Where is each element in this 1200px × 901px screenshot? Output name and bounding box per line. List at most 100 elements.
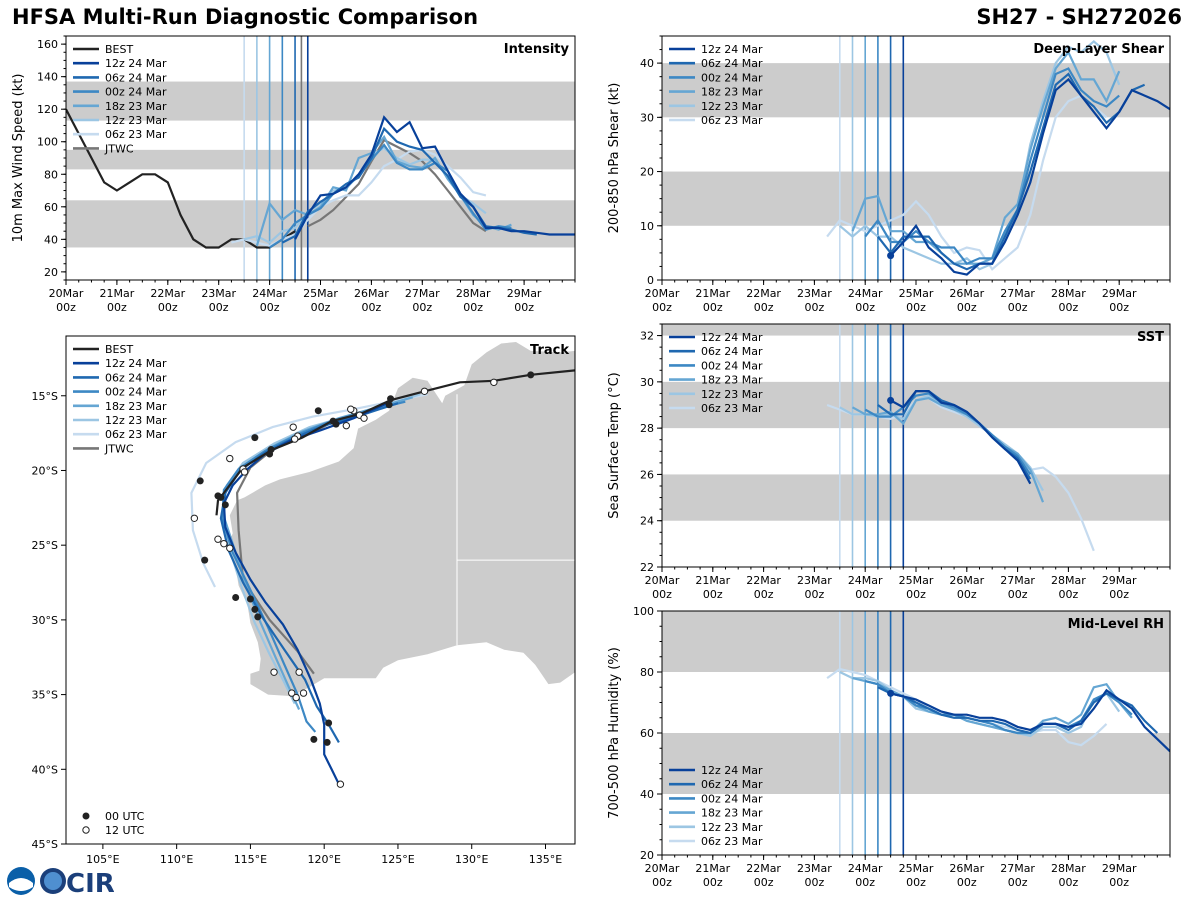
x-tick-label: 29Mar xyxy=(1102,574,1137,587)
x-tick-sublabel: 00z xyxy=(855,876,875,889)
x-tick-sublabel: 00z xyxy=(703,301,723,314)
y-tick-label: 45°S xyxy=(32,838,58,851)
legend-label: 12z 23 Mar xyxy=(105,114,167,127)
point-00utc xyxy=(251,434,259,442)
point-00utc xyxy=(251,605,259,613)
y-tick-label: 22 xyxy=(640,561,654,574)
x-tick-label: 125°E xyxy=(381,853,414,866)
series-line xyxy=(294,115,575,240)
legend-label: 06z 23 Mar xyxy=(701,835,763,848)
panel-title: Deep-Layer Shear xyxy=(1033,42,1164,57)
x-tick-sublabel: 00z xyxy=(514,301,534,314)
series-start-point xyxy=(887,689,895,697)
y-axis-label: 10m Max Wind Speed (kt) xyxy=(11,74,26,243)
x-tick-sublabel: 00z xyxy=(906,301,926,314)
x-tick-sublabel: 00z xyxy=(855,588,875,601)
x-tick-label: 29Mar xyxy=(507,287,542,300)
point-12utc xyxy=(240,468,249,476)
y-tick-label: 10 xyxy=(640,220,654,233)
x-tick-sublabel: 00z xyxy=(311,301,331,314)
y-tick-label: 20 xyxy=(640,849,654,862)
legend-label: 12z 24 Mar xyxy=(105,357,167,370)
legend-label: 12z 24 Mar xyxy=(701,764,763,777)
point-00utc xyxy=(323,738,331,746)
x-tick-label: 20Mar xyxy=(49,287,84,300)
y-tick-label: 25°S xyxy=(32,539,58,552)
x-tick-label: 28Mar xyxy=(1051,862,1086,875)
y-tick-label: 15°S xyxy=(32,390,58,403)
point-12utc xyxy=(336,780,345,788)
x-tick-sublabel: 00z xyxy=(805,876,825,889)
x-tick-sublabel: 00z xyxy=(957,876,977,889)
point-12utc xyxy=(299,689,308,697)
point-12utc xyxy=(288,689,296,697)
point-12utc xyxy=(360,414,368,422)
x-tick-label: 130°E xyxy=(455,853,488,866)
legend-label: 12z 23 Mar xyxy=(105,414,167,427)
x-tick-sublabel: 00z xyxy=(652,876,672,889)
x-tick-label: 105°E xyxy=(86,853,119,866)
series-line xyxy=(890,390,1032,485)
legend-label: 18z 23 Mar xyxy=(701,86,763,99)
point-12utc xyxy=(214,535,222,543)
x-tick-sublabel: 00z xyxy=(652,301,672,314)
series-line xyxy=(269,143,512,249)
x-tick-label: 28Mar xyxy=(456,287,491,300)
x-tick-sublabel: 00z xyxy=(209,301,229,314)
jtwc-forecast-line xyxy=(307,138,487,233)
legend-label: 12z 24 Mar xyxy=(701,331,763,344)
point-00utc xyxy=(325,719,333,727)
x-tick-label: 20Mar xyxy=(645,862,680,875)
x-tick-label: 29Mar xyxy=(1102,862,1137,875)
legend-label: 06z 24 Mar xyxy=(701,57,763,70)
legend-label: 12z 24 Mar xyxy=(701,43,763,56)
x-tick-label: 24Mar xyxy=(252,287,287,300)
x-tick-label: 27Mar xyxy=(1000,574,1035,587)
x-tick-sublabel: 00z xyxy=(754,588,774,601)
legend-label: 18z 23 Mar xyxy=(105,100,167,113)
series-line xyxy=(877,686,1159,735)
x-tick-label: 110°E xyxy=(160,853,193,866)
x-tick-sublabel: 00z xyxy=(1109,301,1129,314)
series-line xyxy=(889,77,1170,276)
x-tick-label: 28Mar xyxy=(1051,287,1086,300)
x-tick-sublabel: 00z xyxy=(906,588,926,601)
point-12utc xyxy=(290,435,299,443)
x-tick-sublabel: 00z xyxy=(754,301,774,314)
x-tick-label: 22Mar xyxy=(150,287,185,300)
y-axis-label: 700-500 hPa Humidity (%) xyxy=(607,647,622,819)
sst-chart: 22242628303220Mar00z21Mar00z22Mar00z23Ma… xyxy=(607,323,1171,601)
x-tick-sublabel: 00z xyxy=(56,301,76,314)
x-tick-label: 27Mar xyxy=(1000,287,1035,300)
x-tick-label: 21Mar xyxy=(695,574,730,587)
point-00utc xyxy=(201,556,209,564)
shading-band xyxy=(662,611,1170,672)
cira-logo: CIRA xyxy=(4,865,135,899)
point-00utc xyxy=(232,593,240,601)
x-tick-label: 24Mar xyxy=(848,287,883,300)
y-tick-label: 26 xyxy=(640,468,654,481)
legend-label: BEST xyxy=(105,343,133,356)
y-tick-label: 20°S xyxy=(32,464,58,477)
y-tick-label: 40 xyxy=(640,788,654,801)
x-tick-label: 26Mar xyxy=(949,287,984,300)
point-12utc xyxy=(295,668,303,676)
point-12utc xyxy=(226,454,234,463)
rh-chart: 2040608010020Mar00z21Mar00z22Mar00z23Mar… xyxy=(607,605,1171,889)
intensity-chart: 2040608010012014016020Mar00z21Mar00z22Ma… xyxy=(11,35,576,314)
x-tick-sublabel: 00z xyxy=(703,588,723,601)
legend-label: JTWC xyxy=(104,142,134,155)
legend-label: JTWC xyxy=(104,442,134,455)
x-tick-sublabel: 00z xyxy=(906,876,926,889)
point-00utc xyxy=(221,501,229,509)
track-map-layer xyxy=(190,342,575,788)
x-tick-sublabel: 00z xyxy=(107,301,127,314)
y-tick-label: 100 xyxy=(633,605,654,618)
legend-label: 06z 23 Mar xyxy=(701,402,763,415)
legend-label: 06z 24 Mar xyxy=(105,371,167,384)
x-tick-sublabel: 00z xyxy=(362,301,382,314)
logo-text: CIRA xyxy=(66,869,114,897)
x-tick-label: 21Mar xyxy=(695,862,730,875)
legend-label: 06z 24 Mar xyxy=(105,71,167,84)
series-line xyxy=(851,50,1121,265)
